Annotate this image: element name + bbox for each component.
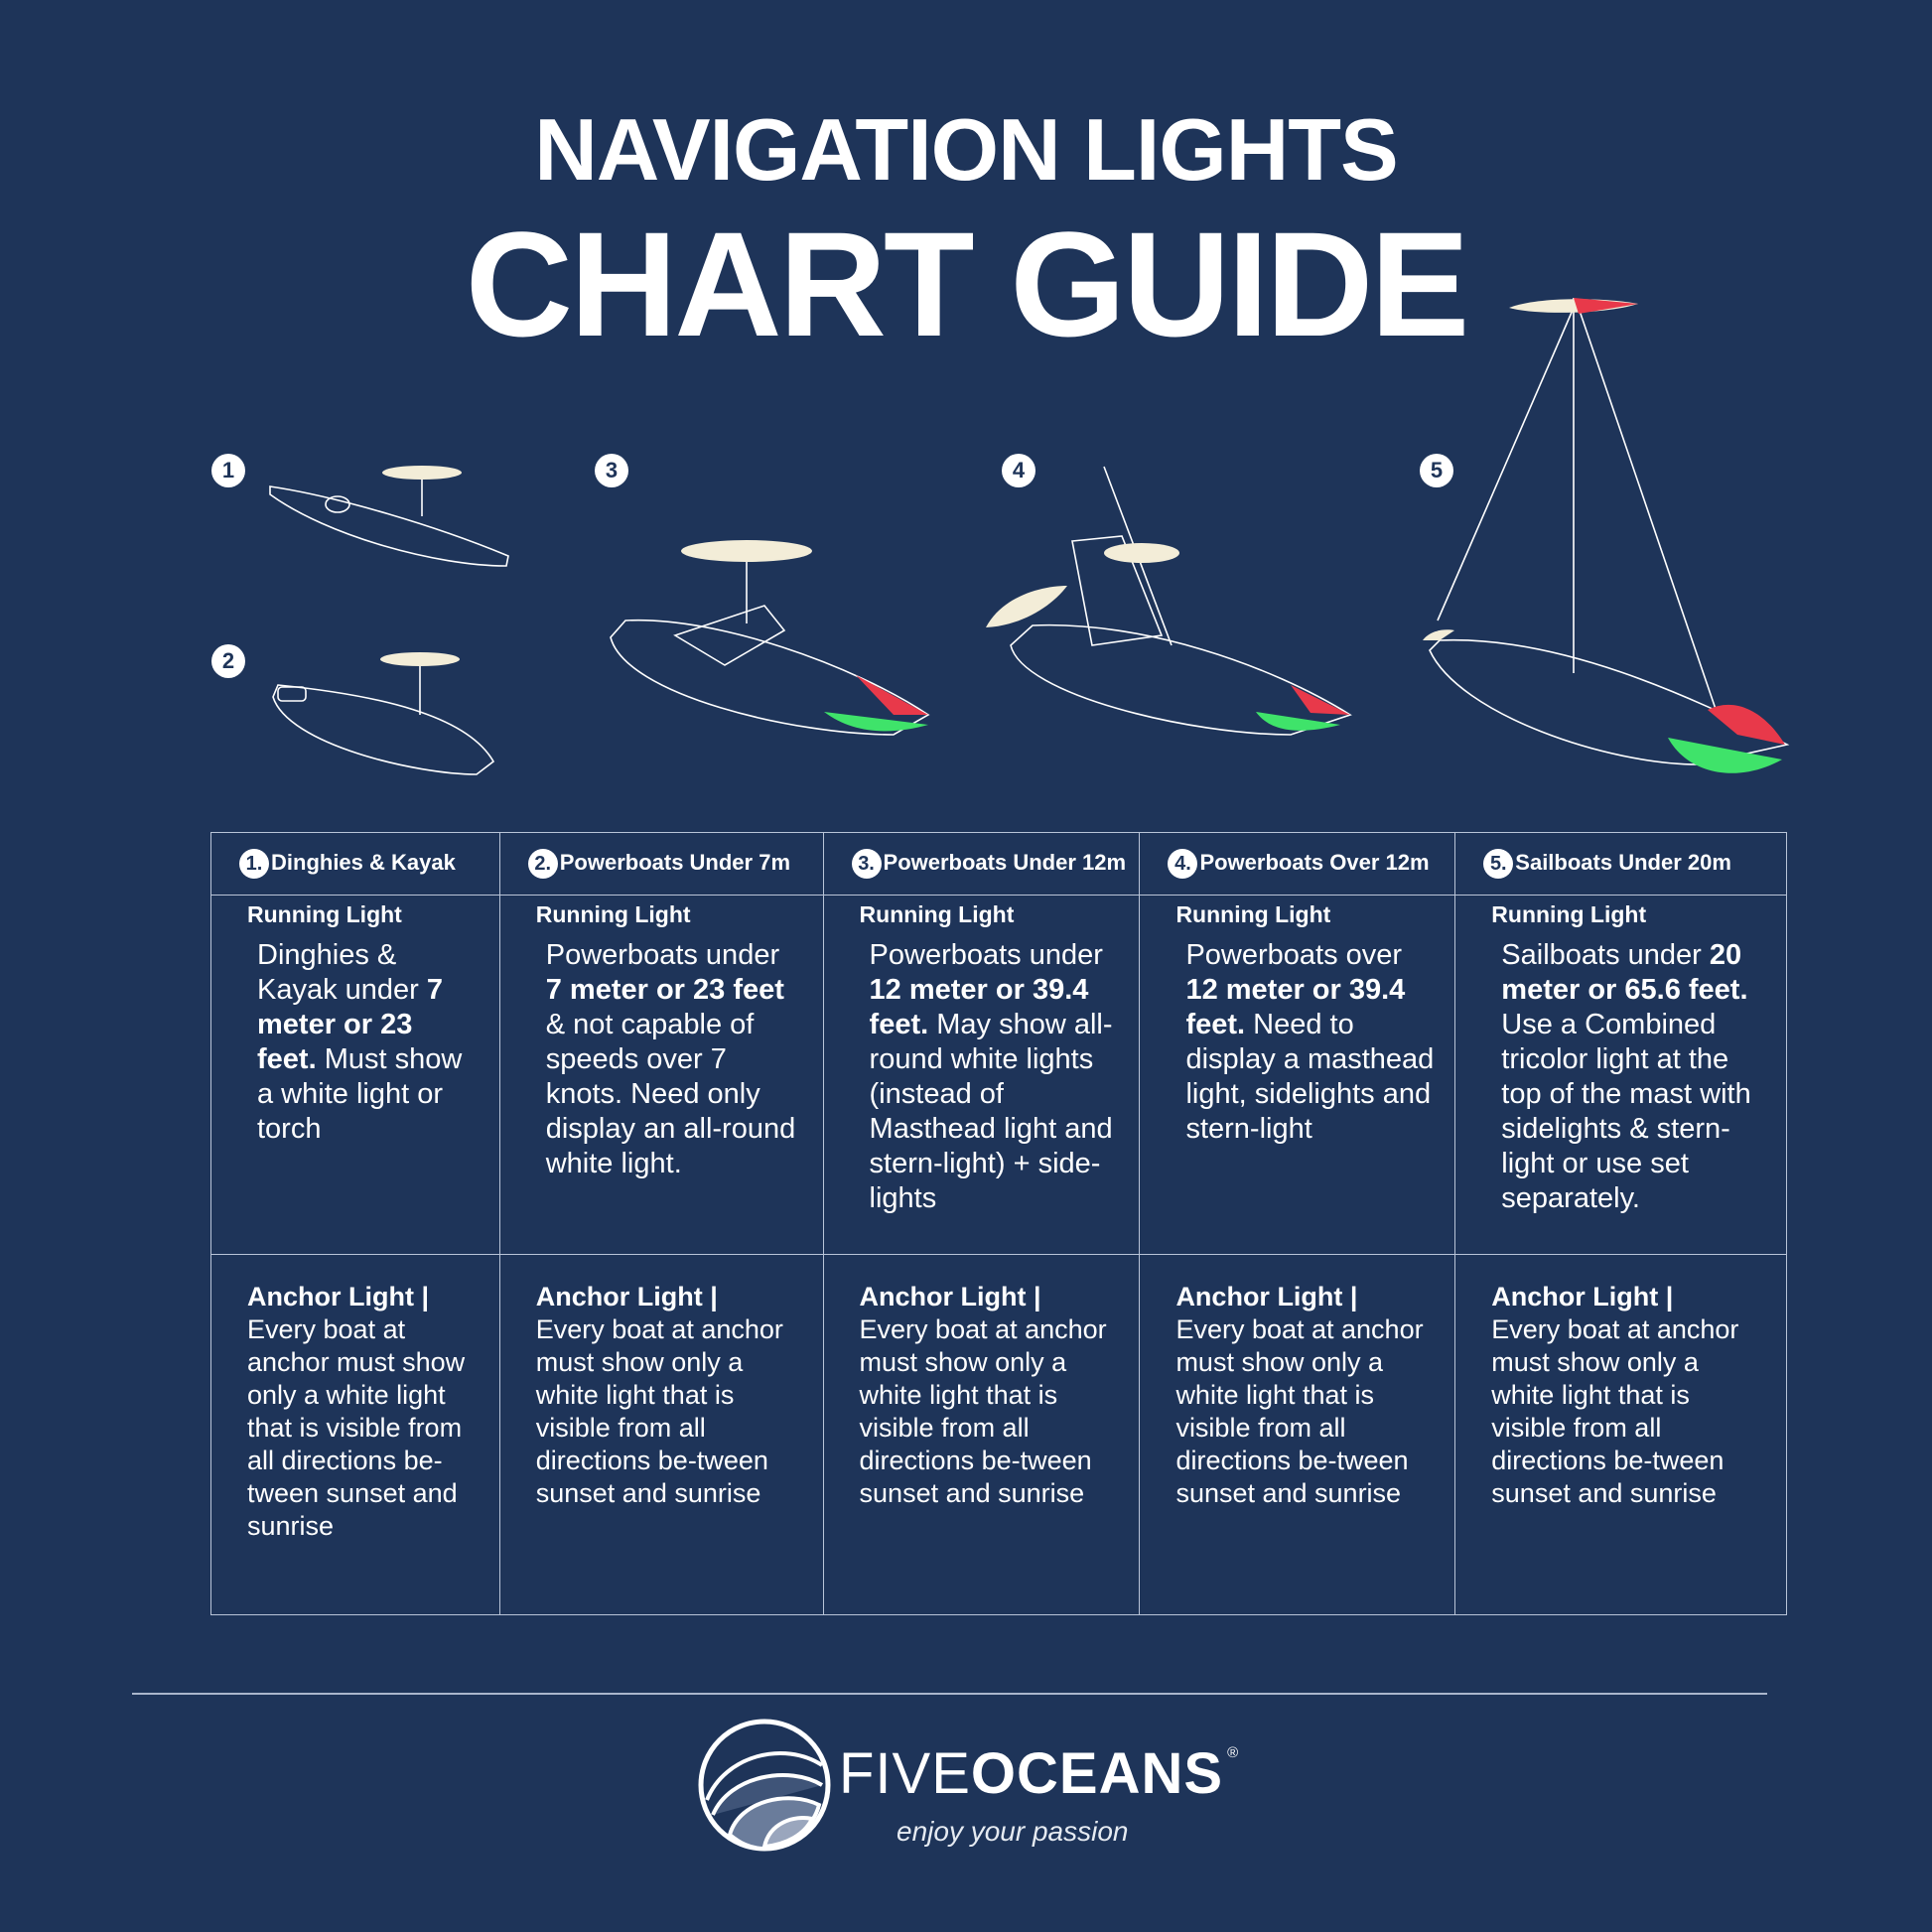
running-light-label: Running Light (859, 901, 1015, 927)
column-header: 5. Sailboats Under 20m (1454, 832, 1787, 896)
anchor-light-text: Every boat at anchor must show only a wh… (1491, 1314, 1739, 1508)
running-light-text: Sailboats under 20 meter or 65.6 feet. U… (1491, 938, 1766, 1216)
column-number: 4. (1168, 849, 1198, 879)
table-header-row: 1. Dinghies & Kayak 2. Powerboats Under 7m 3… (210, 832, 1787, 896)
description-text: Sailboats under (1501, 939, 1710, 971)
sailboat-illustration (1423, 298, 1790, 773)
anchor-light-text: Every boat at anchor must show only a wh… (859, 1314, 1107, 1508)
description-text: & not capable of speeds over 7 knots. Ne… (545, 1009, 796, 1179)
running-light-text: Powerboats under 12 meter or 39.4 feet. … (860, 938, 1120, 1216)
running-light-row: Running Light Dinghies & Kayak under 7 me… (210, 895, 1787, 1255)
anchor-light-cell: Anchor Light | Every boat at anchor must … (1139, 1254, 1456, 1615)
column-title: Powerboats Under 12m (883, 849, 1127, 875)
brand-row: FIVEOCEANS ® (839, 1745, 1238, 1803)
running-light-cell: Running Light Powerboats under 12 meter o… (822, 895, 1141, 1255)
size-limit-text: 7 meter or 23 feet (545, 974, 784, 1006)
anchor-light-text: Every boat at anchor must show only a wh… (535, 1314, 783, 1508)
description-text: Use a Combined tricolor light at the top… (1501, 1009, 1751, 1214)
running-light-cell: Running Light Powerboats over 12 meter or… (1139, 895, 1456, 1255)
running-light-cell: Running Light Powerboats under 7 meter or… (498, 895, 824, 1255)
running-light-cell: Running Light Sailboats under 20 meter or… (1454, 895, 1787, 1255)
description-text: Need to display a masthead light, sideli… (1185, 1009, 1435, 1145)
boat-number-5: 5 (1420, 454, 1453, 487)
running-light-text: Powerboats over 12 meter or 39.4 feet. N… (1175, 938, 1435, 1147)
lights-table: 1. Dinghies & Kayak 2. Powerboats Under 7m 3… (210, 832, 1787, 1615)
description-text: Powerboats under (869, 939, 1103, 971)
column-header: 1. Dinghies & Kayak (210, 832, 500, 896)
anchor-light-label: Anchor Light | (1175, 1282, 1358, 1311)
running-light-text: Dinghies & Kayak under 7 meter or 23 fee… (247, 938, 480, 1147)
brand-bold: OCEANS (970, 1741, 1224, 1806)
running-light-cell: Running Light Dinghies & Kayak under 7 me… (210, 895, 500, 1255)
boat-number-2: 2 (211, 644, 245, 678)
boat-illustrations (269, 298, 1790, 775)
anchor-light-cell: Anchor Light | Every boat at anchor must … (1454, 1254, 1787, 1615)
powerboat-small-illustration (610, 540, 930, 736)
column-title: Powerboats Under 7m (559, 849, 791, 875)
description-text: Powerboats over (1185, 939, 1403, 971)
description-text: May show all-round white lights (instead… (869, 1009, 1113, 1214)
column-title: Powerboats Over 12m (1199, 849, 1430, 875)
kayak-illustration (269, 466, 509, 567)
boat-number-1: 1 (211, 454, 245, 487)
boat-number-3: 3 (595, 454, 628, 487)
column-header: 3. Powerboats Under 12m (822, 832, 1141, 896)
title-line-1: NAVIGATION LIGHTS (534, 100, 1399, 199)
column-title: Sailboats Under 20m (1515, 849, 1731, 875)
column-number: 3. (851, 849, 882, 879)
anchor-light-label: Anchor Light | (535, 1282, 718, 1311)
boat-number-4: 4 (1002, 454, 1035, 487)
anchor-light-label: Anchor Light | (247, 1282, 430, 1311)
description-text: Must show a white light or torch (257, 1043, 463, 1145)
anchor-light-cell: Anchor Light | Every boat at anchor must … (210, 1254, 500, 1615)
registered-mark: ® (1227, 1744, 1239, 1761)
running-light-label: Running Light (247, 901, 402, 927)
running-light-text: Powerboats under 7 meter or 23 feet & no… (536, 938, 803, 1181)
anchor-light-label: Anchor Light | (859, 1282, 1041, 1311)
column-header: 2. Powerboats Under 7m (498, 832, 824, 896)
size-limit-text: 12 meter or 39.4 feet. (1185, 974, 1406, 1040)
running-light-label: Running Light (535, 901, 691, 927)
running-light-label: Running Light (1175, 901, 1331, 927)
anchor-light-text: Every boat at anchor must show only a wh… (247, 1314, 466, 1541)
size-limit-text: 12 meter or 39.4 feet. (869, 974, 1089, 1040)
anchor-light-cell: Anchor Light | Every boat at anchor must … (822, 1254, 1141, 1615)
tagline: enjoy your passion (897, 1816, 1129, 1847)
running-light-label: Running Light (1491, 901, 1647, 927)
column-title: Dinghies & Kayak (271, 849, 456, 875)
size-limit-text: 20 meter or 65.6 feet. (1501, 939, 1748, 1006)
column-number: 2. (527, 849, 558, 879)
brand-light: FIVE (839, 1741, 971, 1806)
anchor-light-row: Anchor Light | Every boat at anchor must … (210, 1254, 1787, 1615)
column-header: 4. Powerboats Over 12m (1139, 832, 1456, 896)
anchor-light-cell: Anchor Light | Every boat at anchor must … (498, 1254, 824, 1615)
anchor-light-label: Anchor Light | (1491, 1282, 1674, 1311)
powerboat-large-illustration (986, 466, 1352, 736)
title-line-2: CHART GUIDE (465, 201, 1470, 367)
column-number: 5. (1483, 849, 1514, 879)
anchor-light-text: Every boat at anchor must show only a wh… (1175, 1314, 1424, 1508)
fiveoceans-logo-icon (698, 1719, 831, 1852)
brand-name: FIVEOCEANS (839, 1745, 1223, 1803)
footer-divider (132, 1693, 1767, 1695)
description-text: Dinghies & Kayak under (257, 939, 427, 1006)
column-number: 1. (239, 849, 269, 879)
dinghy-illustration (272, 652, 495, 775)
size-limit-text: 7 meter or 23 feet. (257, 974, 444, 1075)
description-text: Powerboats under (545, 939, 780, 971)
